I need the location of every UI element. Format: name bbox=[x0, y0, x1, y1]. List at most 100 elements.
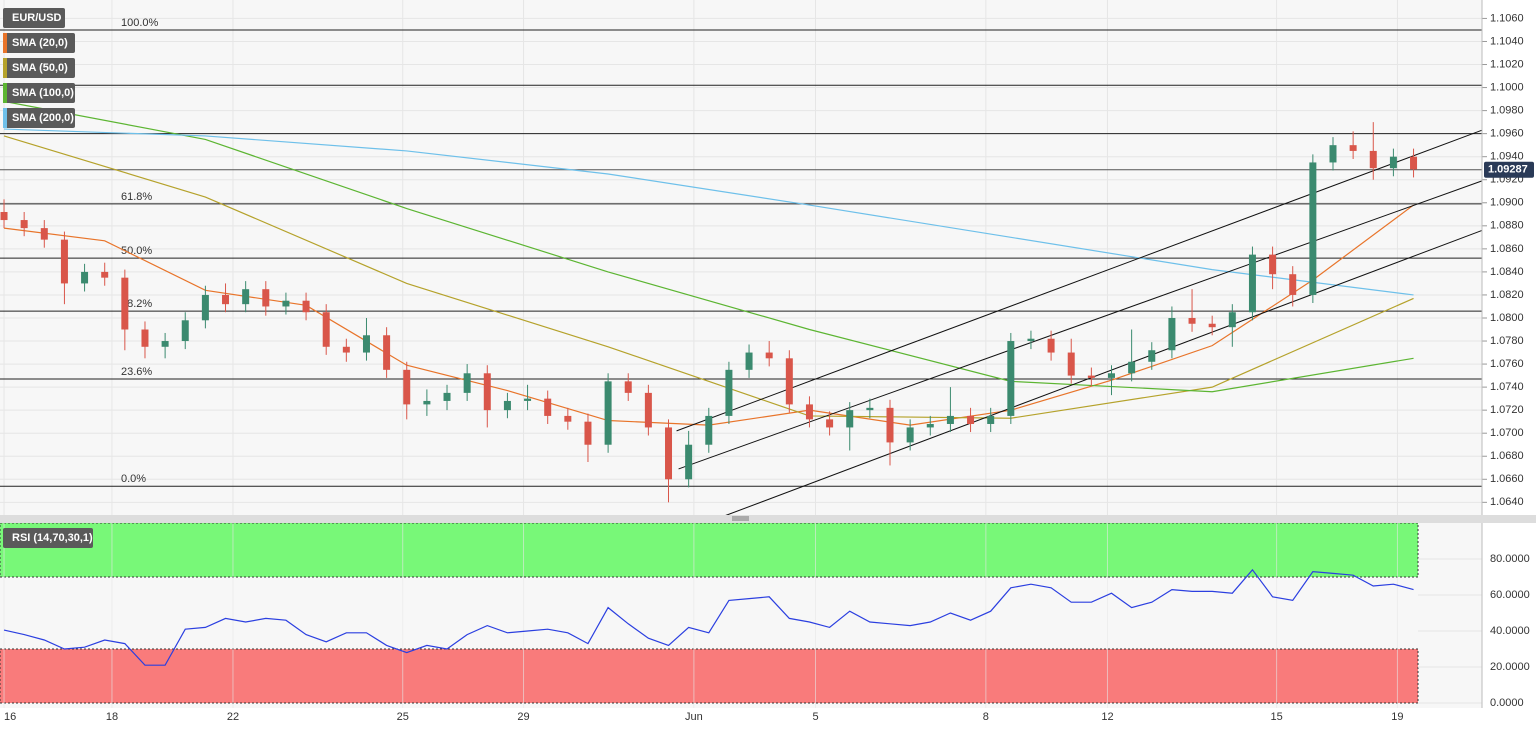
candle-body bbox=[463, 373, 471, 393]
y-tick-label: 1.0720 bbox=[1490, 404, 1524, 416]
candle-body bbox=[524, 398, 532, 401]
candle-body bbox=[967, 415, 975, 424]
candle-body bbox=[1108, 373, 1115, 378]
y-tick-label: 60.0000 bbox=[1490, 589, 1530, 601]
candle-body bbox=[81, 271, 89, 284]
y-tick-label: 1.0840 bbox=[1490, 266, 1524, 278]
y-tick-label: 1.0780 bbox=[1490, 335, 1524, 347]
y-tick-label: 1.1040 bbox=[1490, 35, 1524, 47]
candle-body bbox=[322, 312, 330, 347]
candle-body bbox=[1369, 150, 1377, 169]
candle-body bbox=[362, 335, 370, 353]
legend-label: SMA (20,0) bbox=[12, 37, 68, 49]
candle-body bbox=[443, 392, 451, 401]
y-tick-label: 1.0640 bbox=[1490, 496, 1524, 508]
last-price-box bbox=[1484, 161, 1534, 178]
legend-label: EUR/USD bbox=[12, 12, 62, 24]
candle-body bbox=[846, 410, 854, 428]
last-price-label: 1.09287 bbox=[1488, 164, 1528, 176]
legend-swatch bbox=[3, 33, 7, 53]
candle-body bbox=[1007, 341, 1015, 416]
x-tick-label: 12 bbox=[1101, 711, 1113, 723]
y-tick-label: 80.0000 bbox=[1490, 553, 1530, 565]
y-tick-label: 1.1020 bbox=[1490, 58, 1524, 70]
candle-body bbox=[906, 427, 914, 443]
candle-body bbox=[60, 239, 68, 284]
candle-body bbox=[222, 294, 230, 305]
x-tick-label: 19 bbox=[1391, 711, 1403, 723]
candle-body bbox=[1188, 317, 1196, 324]
candle-body bbox=[765, 352, 773, 359]
y-tick-label: 1.0800 bbox=[1490, 312, 1524, 324]
candle-body bbox=[604, 381, 612, 445]
x-tick-label: 5 bbox=[812, 711, 818, 723]
fib-label: 0.0% bbox=[121, 473, 146, 485]
x-tick-label: 18 bbox=[106, 711, 118, 723]
candle-body bbox=[826, 419, 834, 428]
candle-body bbox=[1208, 323, 1216, 328]
candle-body bbox=[745, 352, 753, 370]
candle-body bbox=[242, 289, 250, 305]
candle-body bbox=[725, 369, 733, 416]
candle-body bbox=[503, 400, 511, 411]
legend-swatch bbox=[3, 83, 7, 103]
y-tick-label: 1.0960 bbox=[1490, 128, 1524, 140]
candle-body bbox=[181, 320, 189, 342]
candle-body bbox=[1128, 361, 1136, 374]
candle-body bbox=[0, 211, 8, 221]
legend-label: RSI (14,70,30,1) bbox=[12, 532, 93, 544]
y-tick-label: 1.0900 bbox=[1490, 197, 1524, 209]
candle-body bbox=[987, 415, 995, 424]
candle-body bbox=[1410, 156, 1418, 170]
legend-box bbox=[3, 83, 75, 103]
fib-label: 61.8% bbox=[121, 191, 152, 203]
candle-body bbox=[1047, 338, 1055, 353]
legend-box bbox=[3, 528, 93, 548]
legend-box bbox=[3, 33, 75, 53]
y-tick-label: 1.0860 bbox=[1490, 243, 1524, 255]
x-tick-label: 15 bbox=[1270, 711, 1282, 723]
x-tick-label: 16 bbox=[4, 711, 16, 723]
candle-body bbox=[1248, 254, 1256, 313]
candle-body bbox=[403, 369, 411, 405]
y-tick-label: 1.0680 bbox=[1490, 450, 1524, 462]
rsi-line bbox=[3, 568, 1414, 666]
candle-body bbox=[1329, 145, 1337, 163]
legend-label: SMA (200,0) bbox=[12, 112, 74, 124]
candle-body bbox=[1349, 145, 1357, 151]
candle-body bbox=[383, 335, 391, 370]
resize-handle[interactable] bbox=[732, 516, 749, 521]
trendline bbox=[678, 180, 1483, 470]
y-tick-label: 1.1000 bbox=[1490, 81, 1524, 93]
candle-body bbox=[926, 423, 934, 428]
candle-body bbox=[624, 381, 632, 393]
sma-line bbox=[3, 100, 1414, 393]
candle-body bbox=[201, 294, 209, 321]
y-tick-label: 1.0660 bbox=[1490, 473, 1524, 485]
fib-label: 100.0% bbox=[121, 17, 159, 29]
y-tick-label: 1.0820 bbox=[1490, 289, 1524, 301]
candle-body bbox=[805, 404, 813, 420]
y-tick-label: 20.0000 bbox=[1490, 661, 1530, 673]
legend-label: SMA (50,0) bbox=[12, 62, 68, 74]
fib-label: 50.0% bbox=[121, 245, 152, 257]
y-tick-label: 1.0700 bbox=[1490, 427, 1524, 439]
candle-body bbox=[40, 228, 48, 240]
legend-swatch bbox=[3, 108, 7, 128]
y-tick-label: 1.0980 bbox=[1490, 105, 1524, 117]
candle-body bbox=[1309, 162, 1317, 295]
rsi-zone bbox=[0, 648, 1419, 704]
y-tick-label: 1.0940 bbox=[1490, 151, 1524, 163]
candle-body bbox=[141, 329, 149, 347]
candle-body bbox=[101, 271, 109, 278]
x-tick-label: Jun bbox=[685, 711, 703, 723]
candle-body bbox=[584, 421, 592, 445]
candle-body bbox=[644, 392, 652, 428]
candle-body bbox=[1168, 317, 1176, 351]
candle-body bbox=[1289, 274, 1297, 295]
trendline bbox=[676, 129, 1483, 432]
x-tick-label: 25 bbox=[397, 711, 409, 723]
candle-body bbox=[665, 427, 673, 480]
candle-body bbox=[20, 220, 28, 229]
candle-body bbox=[483, 373, 491, 411]
